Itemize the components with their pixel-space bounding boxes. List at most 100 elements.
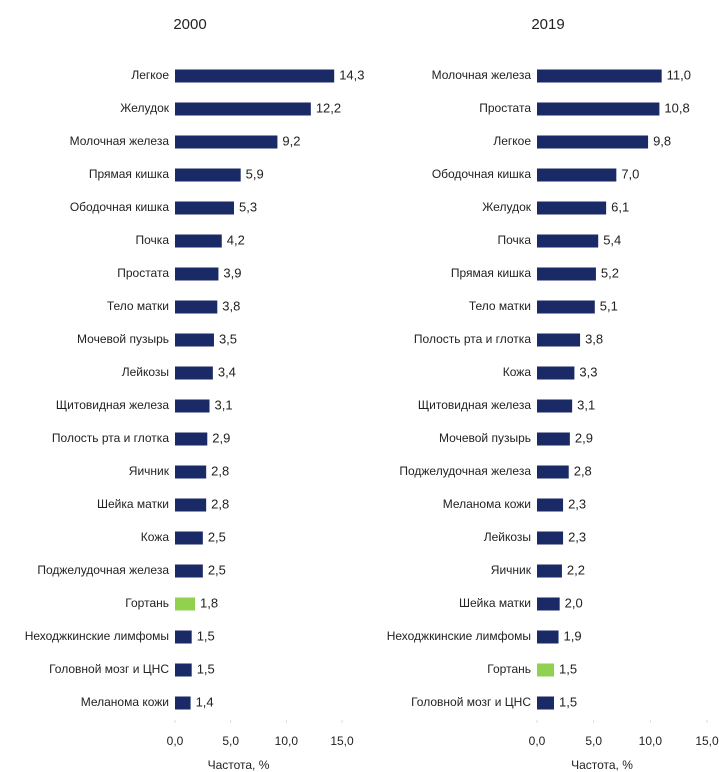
value-label: 5,4 [603, 232, 621, 247]
category-label: Прямая кишка [89, 167, 170, 181]
category-label: Яичник [491, 563, 532, 577]
bar [537, 168, 617, 182]
value-label: 3,5 [219, 331, 237, 346]
value-label: 3,3 [579, 364, 597, 379]
category-label: Прямая кишка [451, 266, 532, 280]
x-tick-label: 5,0 [222, 734, 239, 748]
bar [175, 465, 207, 479]
bar [537, 597, 560, 611]
bar [175, 663, 192, 677]
bar [175, 201, 235, 215]
bar [175, 597, 196, 611]
category-label: Головной мозг и ЦНС [411, 695, 531, 709]
bar [175, 300, 218, 314]
x-tick-label: 15,0 [330, 734, 354, 748]
bar [175, 498, 207, 512]
value-label: 7,0 [621, 166, 639, 181]
category-label: Легкое [493, 134, 531, 148]
category-label: Почка [498, 233, 532, 247]
value-label: 3,1 [215, 397, 233, 412]
category-label: Головной мозг и ЦНС [49, 662, 169, 676]
category-label: Меланома кожи [81, 695, 169, 709]
bar [537, 696, 554, 710]
bar [537, 366, 575, 380]
value-label: 4,2 [227, 232, 245, 247]
bar [537, 465, 569, 479]
value-label: 2,8 [211, 496, 229, 511]
value-label: 3,4 [218, 364, 236, 379]
category-label: Поджелудочная железа [399, 464, 531, 478]
category-label: Меланома кожи [443, 497, 531, 511]
bar [175, 102, 311, 116]
value-label: 2,8 [211, 463, 229, 478]
bar [175, 366, 213, 380]
bar [537, 333, 581, 347]
x-tick-label: 5,0 [585, 734, 602, 748]
category-label: Тело матки [107, 299, 169, 313]
x-tick-label: 10,0 [639, 734, 663, 748]
value-label: 2,5 [208, 529, 226, 544]
value-label: 9,2 [282, 133, 300, 148]
value-label: 5,9 [246, 166, 264, 181]
value-label: 2,3 [568, 529, 586, 544]
value-label: 12,2 [316, 100, 341, 115]
value-label: 1,4 [196, 694, 214, 709]
category-label: Яичник [129, 464, 170, 478]
value-label: 2,2 [567, 562, 585, 577]
value-label: 3,1 [577, 397, 595, 412]
value-label: 1,5 [559, 694, 577, 709]
bar [537, 531, 564, 545]
bar [175, 630, 192, 644]
value-label: 1,5 [197, 628, 215, 643]
bar [537, 135, 649, 149]
value-label: 3,9 [223, 265, 241, 280]
value-label: 11,0 [667, 67, 691, 82]
value-label: 1,5 [559, 661, 577, 676]
value-label: 1,5 [197, 661, 215, 676]
x-tick-label: 15,0 [695, 734, 719, 748]
value-label: 2,0 [565, 595, 583, 610]
category-label: Кожа [141, 530, 170, 544]
value-label: 3,8 [585, 331, 603, 346]
bar [175, 696, 191, 710]
category-label: Поджелудочная железа [37, 563, 169, 577]
bar [537, 69, 662, 83]
category-label: Ободочная кишка [70, 200, 170, 214]
bar [175, 432, 208, 446]
category-label: Гортань [125, 596, 169, 610]
category-label: Щитовидная железа [418, 398, 531, 412]
bar [175, 531, 203, 545]
bar [175, 564, 203, 578]
bar [537, 102, 660, 116]
chart-title: 2019 [531, 16, 564, 33]
category-label: Почка [136, 233, 170, 247]
bar [175, 234, 222, 248]
x-tick-label: 10,0 [275, 734, 299, 748]
category-label: Гортань [487, 662, 531, 676]
chart-title: 2000 [173, 16, 206, 33]
bar [175, 399, 210, 413]
category-label: Лейкозы [122, 365, 169, 379]
category-label: Полость рта и глотка [414, 332, 531, 346]
category-label: Кожа [503, 365, 532, 379]
value-label: 1,9 [564, 628, 582, 643]
value-label: 2,3 [568, 496, 586, 511]
bar [537, 564, 562, 578]
category-label: Неходжкинские лимфомы [387, 629, 531, 643]
value-label: 10,8 [664, 100, 689, 115]
bar [175, 333, 214, 347]
value-label: 5,3 [239, 199, 257, 214]
value-label: 1,8 [200, 595, 218, 610]
category-label: Простата [117, 266, 169, 280]
category-label: Мочевой пузырь [439, 431, 531, 445]
category-label: Неходжкинские лимфомы [25, 629, 169, 643]
category-label: Тело матки [469, 299, 531, 313]
bar [537, 234, 599, 248]
bar [537, 498, 564, 512]
x-tick-label: 0,0 [529, 734, 546, 748]
value-label: 2,9 [575, 430, 593, 445]
category-label: Щитовидная железа [56, 398, 169, 412]
value-label: 2,9 [212, 430, 230, 445]
category-label: Желудок [482, 200, 531, 214]
